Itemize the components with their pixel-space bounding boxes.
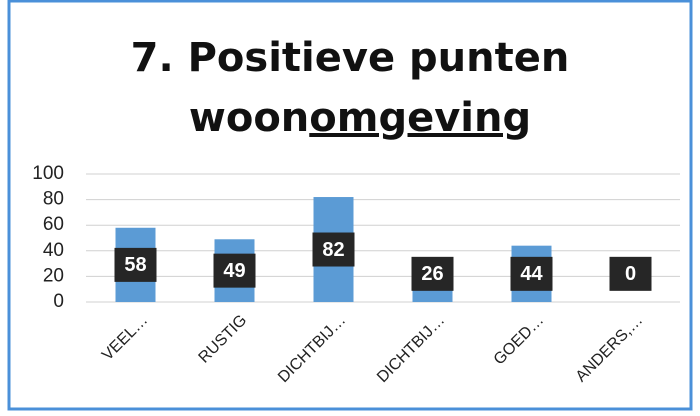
- data-label-box: [213, 253, 256, 288]
- y-tick-label: 0: [53, 291, 64, 312]
- chart-title-line2: woonomgeving: [189, 95, 531, 141]
- data-label-box: [312, 232, 355, 267]
- data-label: 58: [124, 254, 146, 276]
- title-underlined-part: omgeving: [309, 95, 531, 141]
- y-tick-label: 60: [43, 214, 64, 235]
- chart-title: 7. Positieve punten: [131, 35, 570, 81]
- data-label: 0: [625, 263, 636, 285]
- y-tick-label: 40: [43, 240, 64, 261]
- y-tick-label: 80: [43, 189, 64, 210]
- title-part: woon: [189, 95, 309, 141]
- data-label-box: [510, 256, 553, 291]
- y-tick-label: 100: [32, 163, 64, 184]
- data-label: 82: [322, 239, 344, 261]
- data-label: 49: [223, 260, 245, 282]
- data-label-box: [411, 256, 454, 291]
- data-label: 44: [520, 263, 543, 285]
- data-label-box: [609, 256, 652, 291]
- y-tick-label: 20: [43, 265, 64, 286]
- data-label-box: [114, 247, 157, 282]
- data-label: 26: [421, 263, 443, 285]
